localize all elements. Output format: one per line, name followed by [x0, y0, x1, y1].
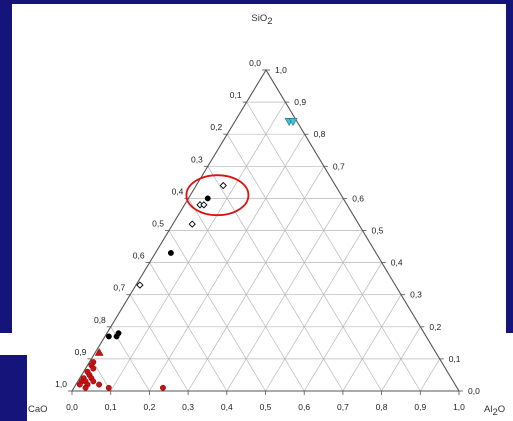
tick-label-right: 1,0 — [275, 65, 287, 75]
vertex-label-left: CaO — [28, 404, 48, 415]
data-point-series-3 — [160, 384, 166, 391]
tick-label-bottom: 0,2 — [143, 402, 155, 412]
data-point-series-3 — [76, 381, 83, 388]
data-point-series-1 — [115, 330, 122, 337]
data-point-series-1 — [204, 195, 211, 202]
tick-label-bottom: 0,8 — [376, 402, 388, 412]
vertex-label-right: Al2O — [484, 404, 505, 418]
data-point-series-1 — [167, 250, 174, 256]
tick-label-bottom: 0,7 — [337, 402, 349, 412]
grid-line-al2o3 — [342, 294, 402, 392]
frame-left-bar — [0, 0, 12, 333]
grid-line-cao — [149, 262, 228, 392]
grid-line-cao — [168, 230, 266, 392]
data-point-series-1 — [105, 333, 112, 340]
data-point-series-2 — [200, 201, 208, 209]
tick-label-left: 0,5 — [152, 219, 164, 229]
vertex-label-top: SiO2 — [251, 13, 272, 27]
data-point-series-3 — [90, 365, 97, 372]
grid-line-al2o3 — [420, 358, 440, 392]
grid-line-al2o3 — [187, 166, 325, 392]
grid-line-al2o3 — [110, 101, 286, 392]
tick-label-bottom: 0,5 — [260, 402, 272, 412]
tick-label-left: 0,2 — [210, 122, 222, 132]
tick-label-left: 0,0 — [249, 58, 261, 68]
data-point-series-3 — [82, 384, 89, 391]
data-point-series-5 — [288, 118, 298, 126]
data-point-series-4 — [94, 347, 104, 356]
grid-line-cao — [129, 294, 189, 392]
tick-label-bottom: 0,3 — [182, 402, 194, 412]
tick-label-bottom: 0,9 — [414, 402, 426, 412]
tick-label-left: 0,9 — [75, 347, 87, 357]
data-point-series-2 — [136, 281, 144, 289]
tick-label-bottom: 0,1 — [105, 402, 117, 412]
data-point-series-2 — [219, 181, 227, 190]
grid-line-al2o3 — [303, 262, 383, 392]
highlight-ellipse — [185, 174, 250, 217]
tick-label-right: 0,3 — [410, 290, 422, 300]
grid-line-al2o3 — [381, 326, 421, 392]
tick-label-left: 0,4 — [172, 186, 184, 196]
tick-label-right: 0,6 — [352, 193, 364, 203]
tick-label-right: 0,9 — [294, 97, 306, 107]
tick-label-left: 0,6 — [133, 251, 145, 261]
data-point-series-3 — [105, 384, 112, 391]
tick-label-left: 0,7 — [113, 283, 125, 293]
tick-label-right: 0,7 — [333, 161, 345, 171]
frame-lower-left-block — [0, 355, 27, 421]
data-point-series-3 — [96, 381, 103, 388]
data-point-series-2 — [188, 220, 196, 228]
tick-label-left: 0,1 — [230, 90, 242, 100]
tick-label-left: 0,3 — [191, 154, 203, 164]
tick-label-right: 0,1 — [449, 354, 461, 364]
data-point-series-3 — [90, 378, 97, 385]
grid-line-cao — [207, 166, 344, 392]
grid-line-al2o3 — [265, 230, 363, 392]
tick-label-right: 0,2 — [429, 322, 441, 332]
grid-line-cao — [246, 101, 421, 392]
tick-label-right: 0,8 — [314, 129, 326, 139]
frame-right-bar — [506, 0, 513, 333]
tick-label-left: 0,8 — [94, 315, 106, 325]
tick-label-right: 0,4 — [391, 258, 403, 268]
tick-label-bottom: 0,0 — [66, 402, 78, 412]
tick-label-right: 0,0 — [468, 386, 480, 396]
tick-label-left: 1,0 — [55, 379, 67, 389]
tick-label-bottom: 0,4 — [221, 402, 233, 412]
tick-label-bottom: 0,6 — [298, 402, 310, 412]
tick-label-right: 0,5 — [372, 226, 384, 236]
tick-label-bottom: 1,0 — [453, 402, 465, 412]
frame-top-bar — [0, 0, 513, 4]
